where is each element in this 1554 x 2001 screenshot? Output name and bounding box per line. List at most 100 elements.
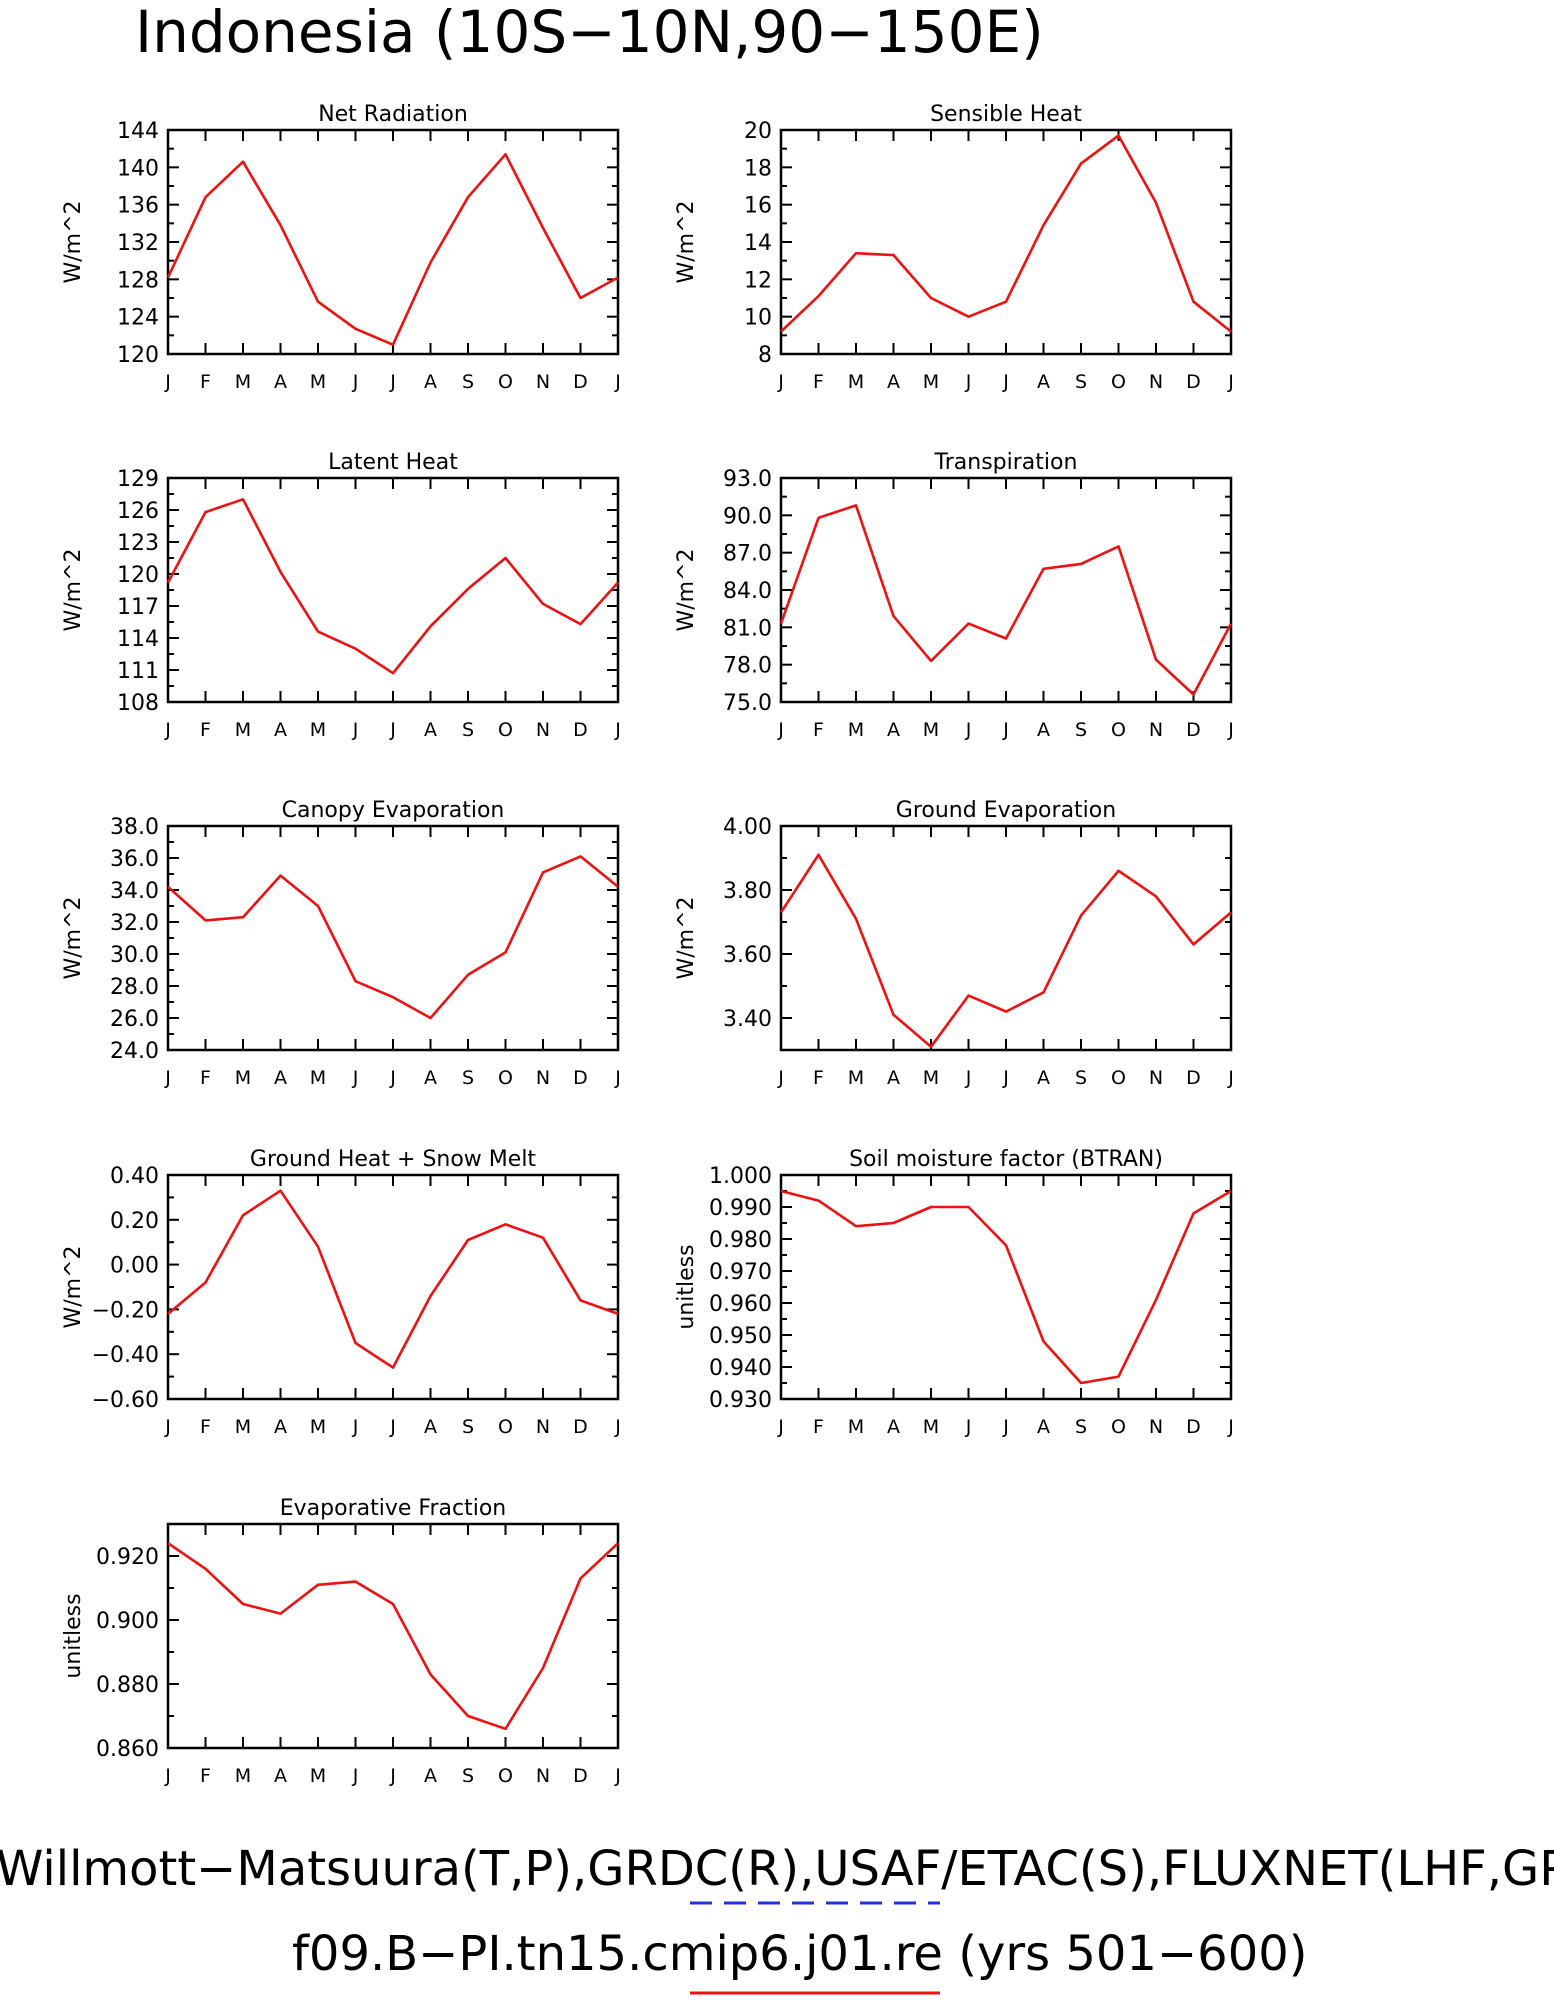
chart-panel: Canopy Evaporation 24.0 26.0 28.0 30.0 32.0 34… [61, 798, 621, 1089]
y-tick-label: 0.950 [709, 1324, 772, 1349]
x-tick-label: F [813, 1416, 824, 1438]
y-tick-label: 87.0 [723, 542, 772, 567]
x-tick-label: J [164, 1765, 171, 1787]
x-tick-label: M [310, 1416, 326, 1438]
x-tick-label: J [1002, 1067, 1009, 1089]
y-tick-label: 126 [117, 499, 159, 524]
y-tick-label: 38.0 [110, 815, 159, 840]
y-tick-label: 0.920 [96, 1545, 159, 1570]
panel-title: Canopy Evaporation [282, 798, 505, 823]
y-tick-label: 0.930 [709, 1388, 772, 1413]
x-tick-label: N [536, 719, 550, 741]
series-line [167, 1542, 619, 1731]
y-tick-label: 36.0 [110, 847, 159, 872]
x-tick-label: J [389, 371, 396, 393]
x-tick-label: M [923, 1067, 939, 1089]
x-tick-label: A [424, 1765, 437, 1787]
x-tick-label: D [573, 1416, 588, 1438]
y-axis-label: W/m^2 [674, 200, 699, 283]
x-tick-label: N [536, 1765, 550, 1787]
y-axis-label: W/m^2 [61, 896, 86, 979]
y-tick-label: 0.990 [709, 1196, 772, 1221]
x-tick-label: M [923, 719, 939, 741]
panel-title: Ground Evaporation [896, 798, 1116, 823]
y-tick-label: 120 [117, 343, 159, 368]
x-tick-label: J [389, 1765, 396, 1787]
x-tick-label: N [536, 1067, 550, 1089]
y-tick-label: 108 [117, 691, 159, 716]
x-tick-label: F [200, 1067, 211, 1089]
x-tick-label: J [1002, 1416, 1009, 1438]
x-tick-label: A [424, 719, 437, 741]
y-tick-label: 0.880 [96, 1673, 159, 1698]
panel-title: Transpiration [934, 450, 1078, 475]
y-axis-label: W/m^2 [61, 1245, 86, 1328]
y-tick-label: 136 [117, 194, 159, 219]
x-tick-label: S [462, 1765, 474, 1787]
y-tick-label: 0.970 [709, 1260, 772, 1285]
x-tick-label: J [389, 1067, 396, 1089]
chart-panel: Ground Heat + Snow Melt −0.60 −0.40 −0.20 0.… [61, 1147, 621, 1438]
x-tick-label: F [200, 371, 211, 393]
figure-title: Indonesia (10S−10N,90−150E) [135, 0, 1044, 66]
panel-title: Ground Heat + Snow Melt [250, 1147, 537, 1172]
x-tick-label: A [424, 1416, 437, 1438]
panel-title: Net Radiation [318, 102, 468, 127]
chart-panel: Ground Evaporation 3.40 3.60 3.80 4.00 J F M A M J… [674, 798, 1234, 1089]
y-tick-label: 8 [758, 343, 772, 368]
y-tick-label: 90.0 [723, 504, 772, 529]
x-tick-label: A [1037, 371, 1050, 393]
x-tick-label: M [235, 1765, 251, 1787]
x-tick-label: J [352, 371, 359, 393]
panel-frame [779, 824, 1233, 1052]
x-tick-label: J [965, 719, 972, 741]
x-tick-label: J [164, 1067, 171, 1089]
y-tick-label: 114 [117, 627, 159, 652]
x-tick-label: N [1149, 1416, 1163, 1438]
y-tick-label: 0.960 [709, 1292, 772, 1317]
x-tick-label: J [352, 1765, 359, 1787]
x-tick-label: J [614, 371, 621, 393]
y-tick-label: 123 [117, 531, 159, 556]
y-tick-label: 0.860 [96, 1737, 159, 1762]
x-tick-label: A [1037, 1067, 1050, 1089]
x-tick-label: J [389, 1416, 396, 1438]
y-tick-label: −0.40 [92, 1343, 159, 1368]
x-tick-label: O [498, 1765, 513, 1787]
series-line [780, 1189, 1232, 1385]
x-tick-label: J [352, 719, 359, 741]
panel-title: Evaporative Fraction [280, 1496, 506, 1521]
x-tick-label: J [777, 371, 784, 393]
x-tick-label: D [1186, 371, 1201, 393]
y-tick-label: 124 [117, 306, 159, 331]
y-tick-label: 3.80 [723, 879, 772, 904]
x-tick-label: M [310, 1765, 326, 1787]
series-line [779, 853, 1232, 1049]
y-tick-label: 34.0 [110, 879, 159, 904]
x-tick-label: J [965, 1416, 972, 1438]
y-tick-label: 20 [744, 119, 772, 144]
series-line [779, 504, 1233, 696]
x-tick-label: O [1111, 371, 1126, 393]
x-tick-label: F [813, 371, 824, 393]
x-tick-label: D [573, 1765, 588, 1787]
x-tick-label: J [1227, 1067, 1234, 1089]
x-tick-label: O [1111, 1416, 1126, 1438]
x-tick-label: F [813, 719, 824, 741]
x-tick-label: A [274, 1765, 287, 1787]
panel-frame [166, 1522, 620, 1750]
x-tick-label: M [310, 719, 326, 741]
y-tick-label: 78.0 [723, 654, 772, 679]
x-tick-label: A [887, 719, 900, 741]
y-tick-label: 4.00 [723, 815, 772, 840]
y-tick-label: 129 [117, 467, 159, 492]
panel-title: Latent Heat [328, 450, 458, 475]
x-tick-label: J [614, 1067, 621, 1089]
chart-panel: Net Radiation 120 124 128 132 136 140 144 J F M A M J… [61, 102, 621, 393]
x-tick-label: O [498, 371, 513, 393]
x-tick-label: M [235, 1416, 251, 1438]
y-tick-label: 12 [744, 268, 772, 293]
y-tick-label: 120 [117, 563, 159, 588]
x-tick-label: O [498, 1416, 513, 1438]
